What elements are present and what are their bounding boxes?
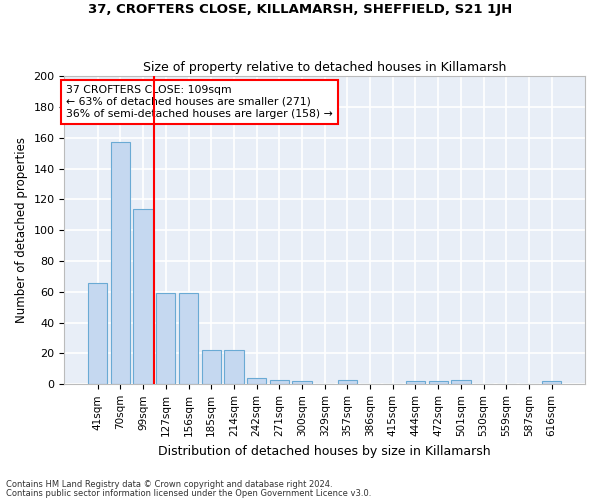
Text: Contains public sector information licensed under the Open Government Licence v3: Contains public sector information licen… (6, 490, 371, 498)
Bar (542, 381, 562, 384)
Bar (111, 142, 130, 384)
Bar (202, 350, 221, 384)
Title: Size of property relative to detached houses in Killamarsh: Size of property relative to detached ho… (143, 60, 506, 74)
X-axis label: Distribution of detached houses by size in Killamarsh: Distribution of detached houses by size … (158, 444, 491, 458)
Text: 37, CROFTERS CLOSE, KILLAMARSH, SHEFFIELD, S21 1JH: 37, CROFTERS CLOSE, KILLAMARSH, SHEFFIEL… (88, 2, 512, 16)
Bar (133, 208, 153, 384)
Bar (247, 378, 266, 384)
Bar (292, 381, 311, 384)
Bar (428, 381, 448, 384)
Bar (88, 282, 107, 384)
Bar (156, 294, 175, 384)
Text: Contains HM Land Registry data © Crown copyright and database right 2024.: Contains HM Land Registry data © Crown c… (6, 480, 332, 489)
Text: 37 CROFTERS CLOSE: 109sqm
← 63% of detached houses are smaller (271)
36% of semi: 37 CROFTERS CLOSE: 109sqm ← 63% of detac… (66, 86, 333, 118)
Bar (224, 350, 244, 384)
Bar (451, 380, 470, 384)
Y-axis label: Number of detached properties: Number of detached properties (15, 137, 28, 323)
Bar (338, 380, 357, 384)
Bar (179, 294, 198, 384)
Bar (406, 381, 425, 384)
Bar (269, 380, 289, 384)
